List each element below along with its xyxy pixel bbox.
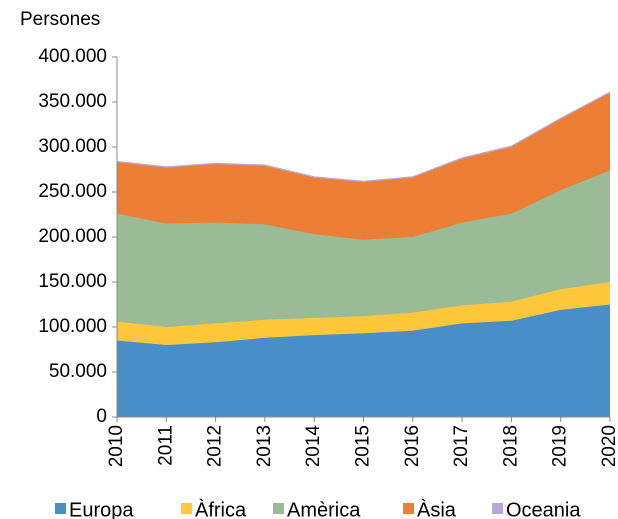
x-tick-label: 2017 (451, 425, 472, 467)
y-tick-label: 100.000 (38, 316, 107, 337)
legend-swatch (181, 503, 192, 514)
x-tick-label: 2020 (599, 425, 618, 467)
y-tick-label: 300.000 (38, 136, 107, 157)
legend-swatch (55, 503, 66, 514)
legend-swatch (273, 503, 284, 514)
x-tick-label: 2012 (205, 425, 226, 467)
area-fill (117, 170, 610, 327)
legend-label: Àsia (417, 498, 457, 519)
x-tick-label: 2019 (550, 425, 571, 467)
y-tick-label: 200.000 (38, 226, 107, 247)
x-tick-label: 2014 (303, 425, 324, 468)
legend-label: Àfrica (195, 498, 247, 519)
y-tick-label: 150.000 (38, 271, 107, 292)
x-tick-label: 2016 (402, 425, 423, 467)
y-tick-label: 400.000 (38, 46, 107, 67)
legend-label: Oceania (506, 499, 581, 519)
area-fill (117, 304, 610, 417)
x-tick-label: 2018 (500, 425, 521, 467)
y-axis-label: Persones (20, 9, 100, 30)
area-fill (117, 282, 610, 345)
area-fill (117, 93, 610, 240)
y-tick-label: 50.000 (49, 361, 107, 382)
x-tick-label: 2015 (353, 425, 374, 467)
y-tick-label: 0 (96, 406, 107, 427)
x-tick-label: 2010 (106, 425, 127, 467)
y-tick-label: 350.000 (38, 91, 107, 112)
legend-label: Amèrica (287, 499, 361, 519)
legend-swatch (492, 503, 503, 514)
legend-swatch (403, 503, 414, 514)
area-top (116, 91, 611, 182)
x-tick-label: 2011 (155, 425, 176, 466)
x-tick-label: 2013 (254, 425, 275, 467)
legend-label: Europa (69, 499, 134, 519)
y-tick-label: 250.000 (38, 181, 107, 202)
